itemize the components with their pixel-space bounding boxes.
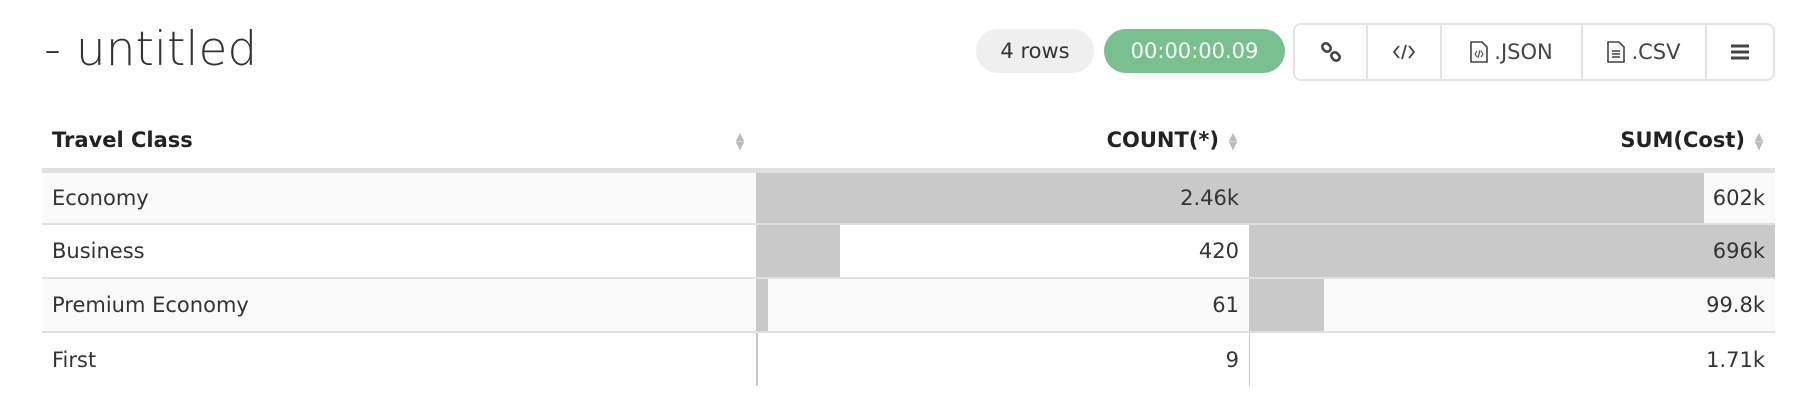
column-header-travel-class[interactable]: Travel Class ▲ ▼ — [42, 112, 756, 173]
sum-bar — [1249, 172, 1704, 223]
cell-sum-cost: 602k — [1249, 170, 1775, 225]
table-row: Economy 2.46k 602k — [42, 170, 1775, 225]
column-header-sum-cost[interactable]: SUM(Cost) ▲ ▼ — [1249, 112, 1775, 173]
cell-travel-class: Premium Economy — [42, 278, 756, 333]
cell-count: 61 — [756, 278, 1249, 333]
export-json-label: .JSON — [1494, 40, 1553, 64]
count-bar — [756, 279, 769, 331]
cell-count: 420 — [756, 224, 1249, 279]
sum-value: 696k — [1712, 239, 1765, 263]
row-count-badge: 4 rows — [976, 29, 1094, 73]
sum-bar — [1249, 225, 1775, 277]
code-icon — [1392, 44, 1416, 60]
sort-icon[interactable]: ▲ ▼ — [1228, 129, 1238, 152]
embed-code-button[interactable] — [1368, 25, 1442, 79]
sum-bar — [1249, 279, 1325, 331]
count-value: 9 — [1225, 347, 1239, 372]
export-csv-button[interactable]: .CSV — [1583, 25, 1707, 79]
sum-value: 602k — [1712, 185, 1765, 210]
sort-icon[interactable]: ▲ ▼ — [735, 129, 745, 152]
link-icon — [1320, 41, 1341, 63]
count-bar — [756, 333, 758, 386]
menu-icon — [1731, 44, 1749, 60]
cell-travel-class: Economy — [42, 170, 756, 225]
menu-button[interactable] — [1707, 25, 1773, 79]
export-csv-label: .CSV — [1631, 40, 1681, 64]
count-bar — [756, 225, 841, 277]
count-value: 420 — [1198, 239, 1239, 263]
cell-sum-cost: 696k — [1249, 224, 1775, 279]
results-table: Travel Class ▲ ▼ COUNT(*) ▲ ▼ SUM(Cost) ▲ ▼ Ec… — [42, 112, 1775, 386]
copy-link-button[interactable] — [1295, 25, 1368, 79]
cell-travel-class: First — [52, 347, 97, 372]
cell-count: 2.46k — [756, 170, 1249, 225]
elapsed-time-badge: 00:00:00.09 — [1104, 29, 1285, 73]
toolbar: .JSON .CSV — [1293, 23, 1775, 81]
sum-bar — [1249, 333, 1251, 386]
table-row: Business 420 696k — [42, 224, 1775, 279]
csv-file-icon — [1607, 41, 1626, 63]
count-bar — [756, 172, 1249, 223]
sum-value: 1.71k — [1706, 347, 1765, 372]
cell-travel-class: Business — [42, 224, 756, 279]
column-header-count[interactable]: COUNT(*) ▲ ▼ — [756, 112, 1249, 173]
cell-sum-cost: 1.71k — [1249, 332, 1775, 386]
cell-sum-cost: 99.8k — [1249, 278, 1775, 333]
json-file-icon — [1470, 41, 1489, 63]
sum-value: 99.8k — [1706, 293, 1765, 317]
export-json-button[interactable]: .JSON — [1442, 25, 1583, 79]
page-title: - untitled — [44, 22, 258, 77]
count-value: 2.46k — [1180, 185, 1239, 210]
table-row: First 9 1.71k — [42, 332, 1775, 386]
table-row: Premium Economy 61 99.8k — [42, 278, 1775, 333]
cell-count: 9 — [756, 332, 1249, 386]
sort-icon[interactable]: ▲ ▼ — [1754, 129, 1764, 152]
count-value: 61 — [1212, 293, 1239, 317]
